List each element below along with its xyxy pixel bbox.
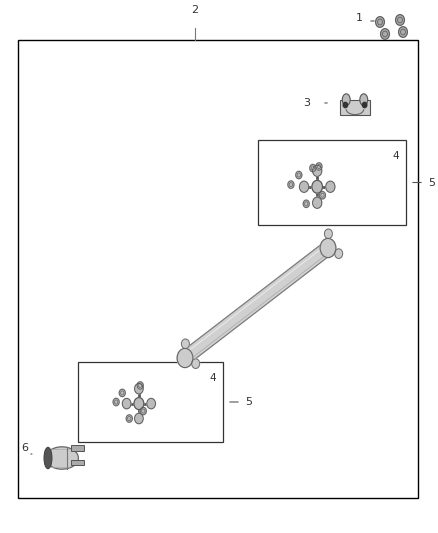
Circle shape [376,17,385,27]
Circle shape [181,339,189,349]
Circle shape [140,407,146,415]
Circle shape [134,413,143,424]
Circle shape [177,349,193,368]
Circle shape [122,398,131,409]
Text: 4: 4 [210,373,216,383]
Polygon shape [182,241,331,365]
Bar [71,460,84,465]
Bar [71,445,84,450]
Text: 1: 1 [356,13,363,23]
Text: 5: 5 [428,177,435,188]
Text: 5: 5 [245,397,252,407]
Circle shape [303,200,309,207]
Circle shape [313,165,322,176]
Circle shape [147,398,155,409]
Bar [18,40,418,498]
Bar [78,362,223,442]
Ellipse shape [343,94,350,106]
Ellipse shape [46,447,78,469]
Circle shape [288,181,294,188]
Circle shape [363,102,367,108]
Ellipse shape [360,94,368,106]
Circle shape [296,171,302,179]
Bar [340,100,371,115]
Text: 3: 3 [303,98,310,108]
Circle shape [300,181,309,192]
Circle shape [381,29,389,39]
Circle shape [126,415,132,422]
Circle shape [134,398,144,409]
Ellipse shape [44,447,52,469]
Text: 2: 2 [191,5,198,15]
Bar [258,140,406,225]
Circle shape [113,398,119,406]
Circle shape [399,27,407,37]
Circle shape [343,102,348,108]
Circle shape [335,249,343,259]
Circle shape [312,180,322,193]
Circle shape [192,359,200,368]
Circle shape [326,181,335,192]
Circle shape [319,191,325,199]
Circle shape [119,389,125,397]
Circle shape [320,238,336,257]
Text: 4: 4 [393,151,399,161]
Circle shape [396,15,404,26]
Circle shape [137,382,143,389]
Circle shape [316,163,322,170]
Circle shape [325,229,332,239]
Circle shape [313,197,322,208]
Text: 6: 6 [21,443,28,453]
Circle shape [134,383,143,394]
Circle shape [310,164,316,172]
